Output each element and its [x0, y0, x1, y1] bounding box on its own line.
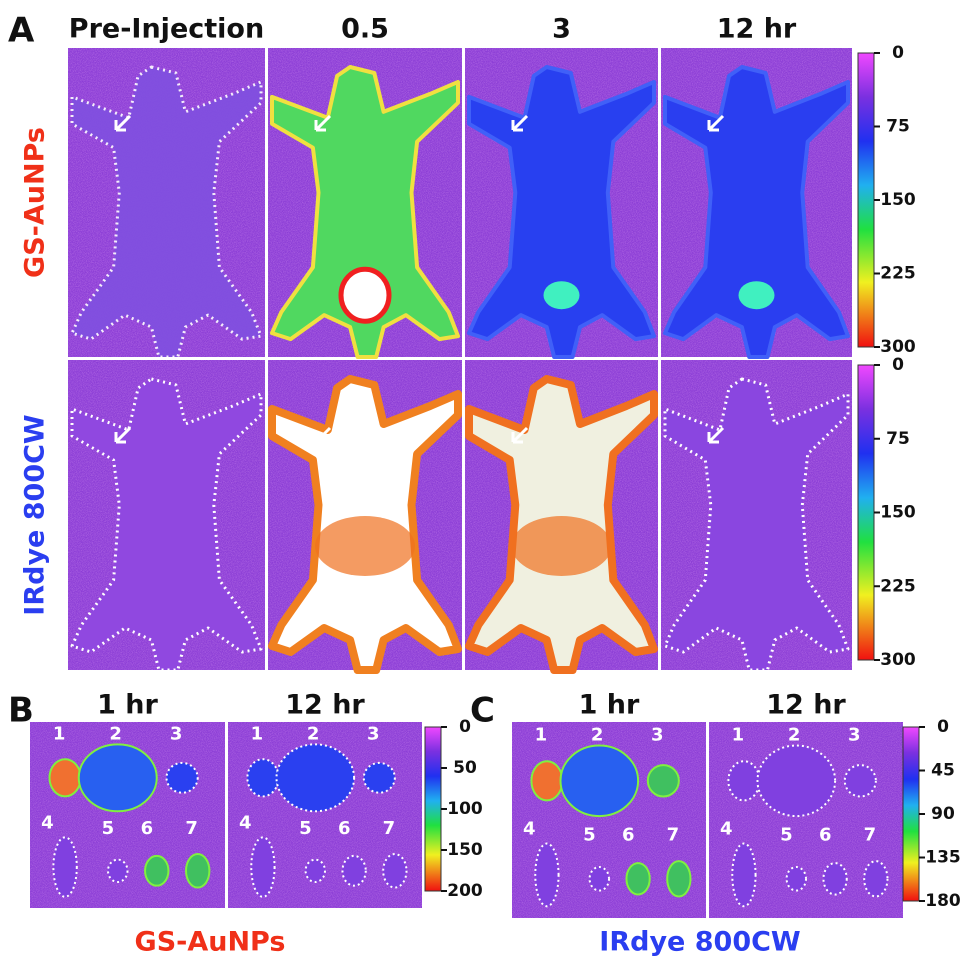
organ [561, 746, 639, 817]
row-label: IRdye 800CW [20, 414, 51, 615]
organ [251, 837, 274, 897]
organ [590, 867, 609, 891]
column-header: 12 hr [285, 690, 365, 721]
organ-number: 7 [383, 818, 396, 839]
panel-label: IRdye 800CW [599, 927, 800, 958]
colorbar-label: 225 [880, 576, 916, 596]
colorbar-label: 0 [937, 717, 949, 737]
organ [108, 860, 128, 882]
column-header: 1 hr [97, 690, 158, 721]
organ [732, 844, 755, 907]
organ [50, 759, 81, 796]
organ-number: 4 [41, 813, 54, 834]
column-header: 0.5 [341, 14, 389, 45]
organ [53, 837, 76, 897]
organ-number: 4 [239, 813, 252, 834]
colorbar-label: 180 [925, 891, 961, 911]
colorbar [425, 727, 441, 891]
organ-number: 1 [251, 723, 264, 744]
organ-number: 6 [819, 824, 832, 845]
panel-letter: C [470, 691, 495, 731]
organ-number: 2 [307, 723, 320, 744]
organ-number: 3 [170, 723, 183, 744]
organ [787, 867, 806, 891]
organ-number: 1 [732, 725, 745, 746]
organ-number: 3 [651, 725, 664, 746]
organ-number: 5 [780, 824, 793, 845]
organ [167, 763, 198, 793]
organ-number: 5 [583, 824, 596, 845]
colorbar-label: 135 [925, 848, 961, 868]
hotspot [544, 281, 580, 309]
organ [648, 765, 679, 796]
colorbar-label: 200 [447, 881, 483, 901]
hotspot [512, 516, 612, 576]
organ-number: 4 [720, 819, 733, 840]
colorbar-label: 150 [880, 190, 916, 210]
organ [845, 765, 876, 796]
organ [342, 856, 365, 886]
organ-number: 4 [523, 819, 536, 840]
colorbar-label: 150 [447, 840, 483, 860]
column-header: 12 hr [717, 14, 797, 45]
organ [79, 744, 157, 811]
colorbar-label: 45 [931, 761, 955, 781]
colorbar [858, 53, 874, 347]
panel-label: GS-AuNPs [135, 927, 286, 958]
column-header: 3 [552, 14, 571, 45]
organ [823, 863, 846, 894]
row-label: GS-AuNPs [20, 127, 51, 278]
organ [535, 844, 558, 907]
colorbar-label: 0 [892, 355, 904, 375]
organ [864, 861, 887, 896]
hotspot [739, 281, 775, 309]
colorbar-label: 75 [886, 429, 910, 449]
organ-number: 6 [622, 824, 635, 845]
organ-number: 3 [848, 725, 861, 746]
colorbar [903, 727, 919, 901]
colorbar-label: 50 [453, 758, 477, 778]
column-header: Pre-Injection [69, 14, 264, 45]
organ [145, 856, 168, 886]
figure: APre-Injection0.5312 hr075150225300GS-Au… [0, 0, 966, 961]
colorbar-label: 300 [880, 650, 916, 670]
colorbar-label: 75 [886, 117, 910, 137]
organ [383, 854, 406, 887]
organ [531, 761, 562, 800]
organ-number: 2 [788, 725, 801, 746]
organ [306, 860, 325, 882]
colorbar-label: 90 [931, 804, 955, 824]
organ-number: 1 [53, 723, 66, 744]
organ-number: 1 [535, 725, 548, 746]
organ [364, 763, 395, 793]
organ [728, 761, 759, 800]
organ [247, 759, 278, 796]
organ-number: 7 [864, 824, 877, 845]
colorbar-label: 150 [880, 503, 916, 523]
organ [758, 746, 836, 817]
organ-number: 5 [102, 818, 115, 839]
organ [626, 863, 649, 894]
organ [277, 744, 355, 811]
organ-number: 3 [367, 723, 380, 744]
colorbar-label: 300 [880, 337, 916, 357]
hotspot [341, 269, 389, 321]
organ [186, 854, 209, 887]
colorbar-label: 100 [447, 799, 483, 819]
colorbar-label: 225 [880, 264, 916, 284]
organ [667, 861, 690, 896]
organ-number: 6 [338, 818, 351, 839]
organ-number: 7 [667, 824, 680, 845]
panel-letter: A [8, 11, 35, 51]
column-header: 1 hr [579, 690, 640, 721]
organ-number: 6 [141, 818, 154, 839]
organ-number: 2 [591, 725, 604, 746]
colorbar-label: 0 [892, 43, 904, 63]
column-header: 12 hr [766, 690, 846, 721]
hotspot [315, 516, 415, 576]
organ-number: 7 [185, 818, 198, 839]
organ-number: 5 [299, 818, 312, 839]
organ-number: 2 [109, 723, 122, 744]
colorbar [858, 365, 874, 660]
